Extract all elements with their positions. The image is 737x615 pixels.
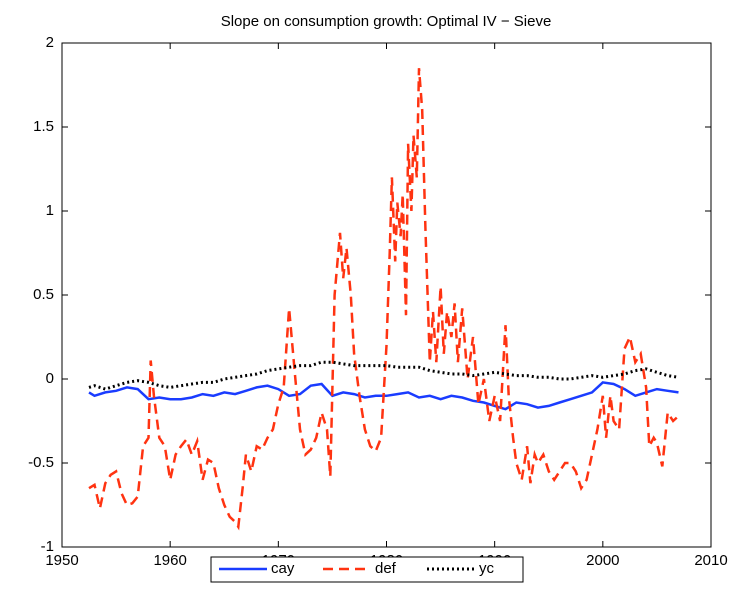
y-tick-label: 0.5 xyxy=(33,286,54,303)
legend-label: def xyxy=(375,560,397,577)
y-tick-label: -1 xyxy=(41,538,54,555)
y-tick-label: 1 xyxy=(46,202,54,219)
chart-title: Slope on consumption growth: Optimal IV … xyxy=(221,13,552,30)
series-line xyxy=(88,381,679,411)
x-tick-label: 2000 xyxy=(586,552,619,569)
legend-label: yc xyxy=(479,560,495,577)
y-tick-label: -0.5 xyxy=(28,454,54,471)
y-tick-label: 2 xyxy=(46,34,54,51)
series-line xyxy=(88,68,680,531)
plot-frame xyxy=(61,42,712,548)
legend-label: cay xyxy=(271,560,295,577)
y-tick-label: 1.5 xyxy=(33,118,54,135)
series-line xyxy=(88,360,679,391)
x-tick-label: 2010 xyxy=(694,552,727,569)
y-tick-label: 0 xyxy=(46,370,54,387)
x-tick-label: 1960 xyxy=(153,552,186,569)
x-tick-label: 1950 xyxy=(45,552,78,569)
